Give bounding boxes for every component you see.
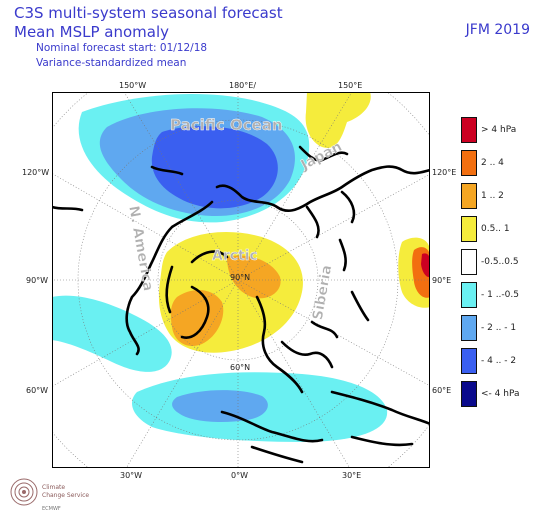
anomaly-region-neg-pacific-strong [151,126,278,209]
anomaly-region-neg-atlantic-core [172,390,268,422]
title-line-1: C3S multi-system seasonal forecast [14,4,283,22]
region-label-arctic: Arctic [212,248,258,264]
logo-text-line1: Climate [42,484,66,491]
legend-label: 2 .. 4 [481,158,504,168]
lat-label-90n: 90°N [230,273,250,282]
anomaly-region-pos-east-asia [305,92,371,148]
legend-swatch [461,150,477,176]
lon-label-120e: 120°E [432,168,457,177]
lon-label-30e: 30°E [342,471,362,480]
lon-label-150e: 150°E [338,81,363,90]
lon-label-60e: 60°E [432,386,452,395]
legend-swatch [461,249,477,275]
legend-item: 2 .. 4 [461,150,541,180]
legend-item: 0.5.. 1 [461,216,541,246]
legend-item: > 4 hPa [461,117,541,147]
lon-label-60w: 60°W [26,386,49,395]
lon-label-180: 180°E/ [229,81,257,90]
legend-swatch [461,183,477,209]
anomaly-region-neg-atlantic-west [52,295,172,372]
legend-item: -0.5..0.5 [461,249,541,279]
subtitle-mean-type: Variance-standardized mean [36,57,187,69]
logo-text-line2: Change Service [42,492,90,499]
legend-label: - 2 .. - 1 [481,323,517,333]
copernicus-climate-logo [10,478,38,506]
legend-item: - 4 .. - 2 [461,348,541,378]
anomaly-region-pos-arctic-core [227,255,281,299]
legend-swatch [461,117,477,143]
legend-swatch [461,315,477,341]
legend-label: > 4 hPa [481,125,517,135]
region-label-pacific: Pacific Ocean [170,116,283,134]
legend-swatch [461,348,477,374]
legend-label: -0.5..0.5 [481,257,519,267]
legend-item: - 2 .. - 1 [461,315,541,345]
legend-swatch [461,282,477,308]
legend-label: - 1 ..-0.5 [481,290,519,300]
logo-text-line3: ECMWF [42,506,61,512]
lat-label-60n: 60°N [230,363,250,372]
lon-label-120w: 120°W [22,168,50,177]
legend-label: 0.5.. 1 [481,224,510,234]
lon-label-0: 0°W [231,471,248,480]
lon-label-90w: 90°W [26,276,49,285]
anomaly-region-pos-greenland [170,290,224,347]
title-line-2: Mean MSLP anomaly [14,23,169,41]
season-label: JFM 2019 [465,22,530,38]
anomaly-region-pos-siberia-max [421,253,430,278]
legend-swatch [461,216,477,242]
legend-label: 1 .. 2 [481,191,504,201]
mslp-anomaly-map: Pacific Ocean Japan N. America Arctic Si… [52,92,430,468]
lon-label-30w: 30°W [120,471,143,480]
coastlines [52,145,430,464]
legend-swatch [461,381,477,407]
legend-item: - 1 ..-0.5 [461,282,541,312]
lon-label-90e: 90°E [432,276,452,285]
legend-item: 1 .. 2 [461,183,541,213]
subtitle-forecast-start: Nominal forecast start: 01/12/18 [36,42,208,54]
legend-item: <- 4 hPa [461,381,541,411]
lon-label-150w: 150°W [119,81,147,90]
legend-label: <- 4 hPa [481,389,520,399]
graticule [52,92,430,468]
legend-label: - 4 .. - 2 [481,356,517,366]
